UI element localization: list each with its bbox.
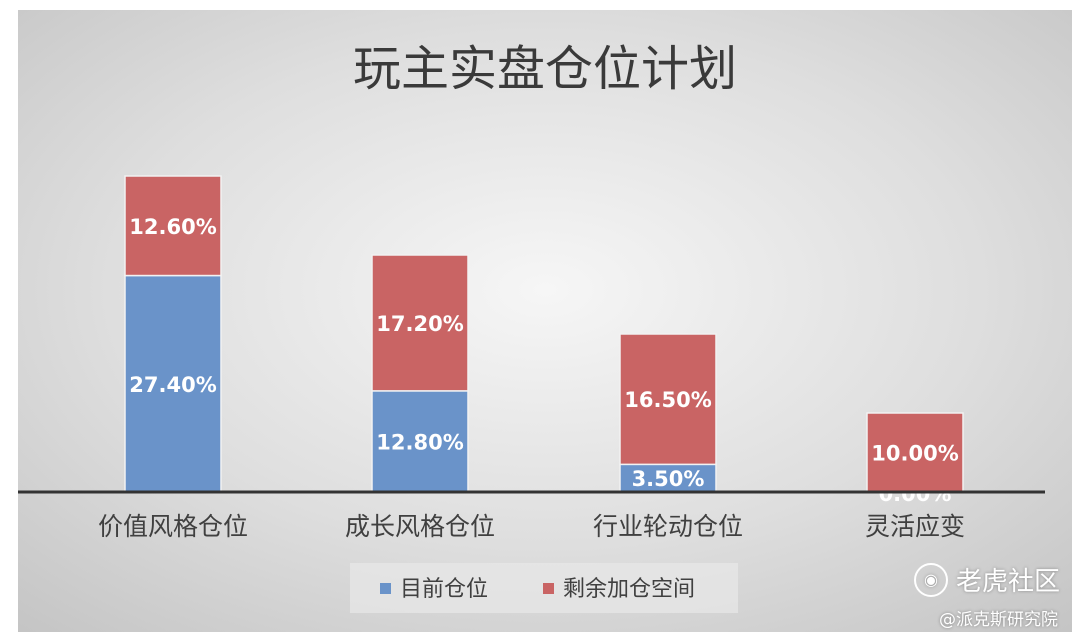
bar-segment-remaining-1 [371, 254, 469, 392]
watermark-brand-text: 老虎社区 [955, 567, 1060, 597]
legend-swatch-current [380, 583, 391, 594]
data-label-remaining-1: 17.20% [376, 312, 463, 336]
legend-label-current: 目前仓位 [400, 577, 488, 602]
watermark-brand: ◉ 老虎社区 [913, 561, 1060, 598]
bar-segment-remaining-3 [866, 412, 964, 493]
x-tick-label-0: 价值风格仓位 [98, 512, 248, 541]
bars-group: 27.40%12.60%12.80%17.20%3.50%16.50%0.00%… [124, 175, 964, 506]
watermark-author: @派克斯研究院 [939, 610, 1058, 630]
data-label-current-1: 12.80% [376, 430, 463, 454]
tiger-logo-icon: ◉ [913, 562, 948, 597]
legend-label-remaining: 剩余加仓空间 [563, 577, 695, 602]
bar-segment-remaining-2 [619, 333, 717, 466]
data-label-current-0: 27.40% [129, 373, 216, 397]
legend: 目前仓位 剩余加仓空间 [350, 563, 738, 613]
data-label-remaining-3: 10.00% [871, 442, 958, 466]
legend-swatch-remaining [543, 583, 554, 594]
x-tick-label-3: 灵活应变 [865, 512, 965, 541]
chart-title: 玩主实盘仓位计划 [353, 41, 737, 97]
x-tick-label-1: 成长风格仓位 [345, 512, 495, 541]
stacked-bar-chart: 玩主实盘仓位计划 27.40% 12.60% 12.80% 17.20% 3.50% 16… [18, 10, 1072, 632]
data-label-remaining-0: 12.60% [129, 215, 216, 239]
chart-container: 玩主实盘仓位计划 27.40% 12.60% 12.80% 17.20% 3.50% 16… [18, 10, 1072, 632]
bar-segment-current-0 [124, 274, 222, 493]
x-tick-label-2: 行业轮动仓位 [593, 512, 743, 541]
bar-segment-remaining-0 [124, 175, 222, 277]
data-label-remaining-2: 16.50% [624, 388, 711, 412]
x-tick-labels: 价值风格仓位 成长风格仓位 行业轮动仓位 灵活应变 [98, 512, 965, 541]
data-label-current-2: 3.50% [632, 467, 705, 491]
